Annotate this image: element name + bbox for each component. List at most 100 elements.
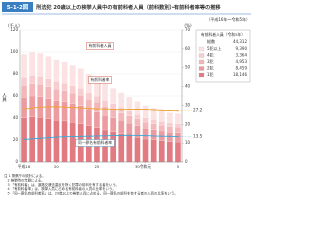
legend-swatch — [198, 66, 205, 71]
y2-tick-label: 30 — [185, 102, 191, 107]
bar-segment — [158, 110, 165, 122]
legend-swatch — [198, 59, 205, 65]
bar-segment — [174, 132, 181, 143]
rate-point — [39, 137, 41, 139]
bar-segment — [69, 92, 76, 104]
bar-segment — [77, 68, 84, 89]
rate-point — [136, 108, 139, 111]
legend-value: 18,146 — [233, 72, 247, 77]
bar-segment — [150, 123, 157, 130]
figure-label: 5-1-2図 — [7, 3, 29, 11]
bar-segment — [69, 65, 76, 86]
bar-segment — [174, 113, 181, 124]
bar-segment — [142, 128, 149, 140]
bar-segment — [134, 114, 141, 119]
bar-segment — [61, 61, 68, 84]
bar-segment — [134, 118, 141, 126]
chart-title: 刑法犯 20歳以上の検挙人員中の有前科者人員（前科数別）・有前科者率等の推移 — [36, 3, 221, 11]
bar-segment — [21, 54, 28, 78]
legend-value: 8,459 — [236, 66, 248, 71]
bar-segment — [69, 85, 76, 94]
bar-segment — [37, 76, 44, 85]
bar-segment — [69, 122, 76, 163]
bar-segment — [21, 85, 28, 98]
rate-point — [161, 109, 163, 112]
bar-segment — [118, 112, 125, 121]
bar-segment — [102, 106, 109, 116]
bar-segment — [158, 121, 165, 126]
bar-segment — [174, 123, 181, 128]
bar-segment — [77, 88, 84, 96]
y-tick-label: 60 — [13, 93, 19, 98]
bar-segment — [61, 101, 68, 122]
rate-point — [63, 136, 66, 138]
bar-segment — [85, 109, 92, 126]
legend-label: 3犯 — [207, 58, 214, 64]
legend-swatch — [198, 72, 205, 78]
rate-point — [112, 134, 114, 137]
rate-point — [23, 108, 25, 110]
legend-value: 3,364 — [236, 53, 248, 58]
rate-point — [39, 106, 41, 109]
bar-segment — [150, 108, 157, 120]
bar-segment — [118, 92, 125, 108]
rate-point — [120, 134, 122, 137]
rate-point — [120, 109, 122, 111]
bar-segment — [85, 92, 92, 100]
rate-point — [55, 136, 58, 138]
y2-tick-label: 20 — [185, 121, 191, 126]
legend-swatch — [198, 46, 205, 52]
y-tick-label: 40 — [13, 115, 19, 120]
bar-segment — [126, 97, 133, 111]
note: 5 「同一罪名有前科者率」は、20歳以上の検挙人員に占める、同一罪名の前科を有す… — [8, 191, 178, 196]
legend-swatch — [198, 53, 205, 58]
rate-point — [152, 135, 155, 137]
x-tick-label: 25 — [95, 164, 100, 169]
bar-segment — [174, 127, 181, 133]
x-tick-label: 平成16 — [18, 164, 31, 169]
rate-point — [23, 138, 25, 141]
bar-segment — [150, 129, 157, 140]
rate-point — [104, 108, 106, 110]
rate-point — [31, 107, 33, 109]
end-value-label: 13.5 — [193, 134, 203, 139]
end-value-label: 27.2 — [193, 108, 203, 113]
bar-segment — [166, 141, 173, 163]
bar-segment — [53, 100, 60, 121]
bar-segment — [174, 141, 181, 163]
legend-title: 有前科者人員（令和5年） — [201, 32, 245, 37]
legend-value: 9,390 — [236, 46, 248, 51]
notes: 注 1 警察庁の統計による。2 検挙時の年齢による。3 「有前科者」は、道路交通… — [4, 173, 178, 196]
bar-segment — [110, 117, 117, 132]
legend-box — [195, 29, 251, 83]
bar-segment — [126, 110, 133, 116]
note: 3 「有前科者」は、道路交通法違反を除く犯罪の前科を有する者をいう。 — [8, 182, 120, 187]
bar-segment — [45, 98, 52, 119]
legend: 有前科者人員（令和5年）総数 44,312 5犯以上 9,390 4犯 3,364 3犯 4,… — [195, 29, 251, 83]
rate-point — [47, 106, 50, 108]
rate-point — [31, 138, 33, 140]
bar-segment — [53, 120, 60, 163]
bar-segment — [45, 78, 52, 87]
y2-unit: (%) — [184, 23, 192, 28]
bar-segment — [53, 89, 60, 101]
rate-point — [47, 136, 50, 139]
bar-segment — [37, 117, 44, 163]
bar-segment — [134, 101, 141, 115]
bar-segment — [45, 118, 52, 163]
bar-segment — [29, 95, 36, 117]
bar-segment — [102, 115, 109, 131]
bar-segment — [29, 51, 36, 76]
bar-segment — [93, 111, 100, 128]
bar-segment — [142, 105, 149, 118]
legend-total-name: 総数 — [207, 38, 215, 44]
y-tick-label: 20 — [13, 137, 19, 142]
rate-point — [80, 107, 82, 109]
y2-tick-label: 50 — [185, 65, 191, 70]
legend-label: 5犯以上 — [207, 45, 222, 51]
bar-segment — [142, 121, 149, 129]
bar-segment — [93, 96, 100, 103]
bar-segment — [166, 122, 173, 127]
bar-segment — [166, 112, 173, 124]
x-tick-label: 令和元 — [140, 164, 152, 169]
